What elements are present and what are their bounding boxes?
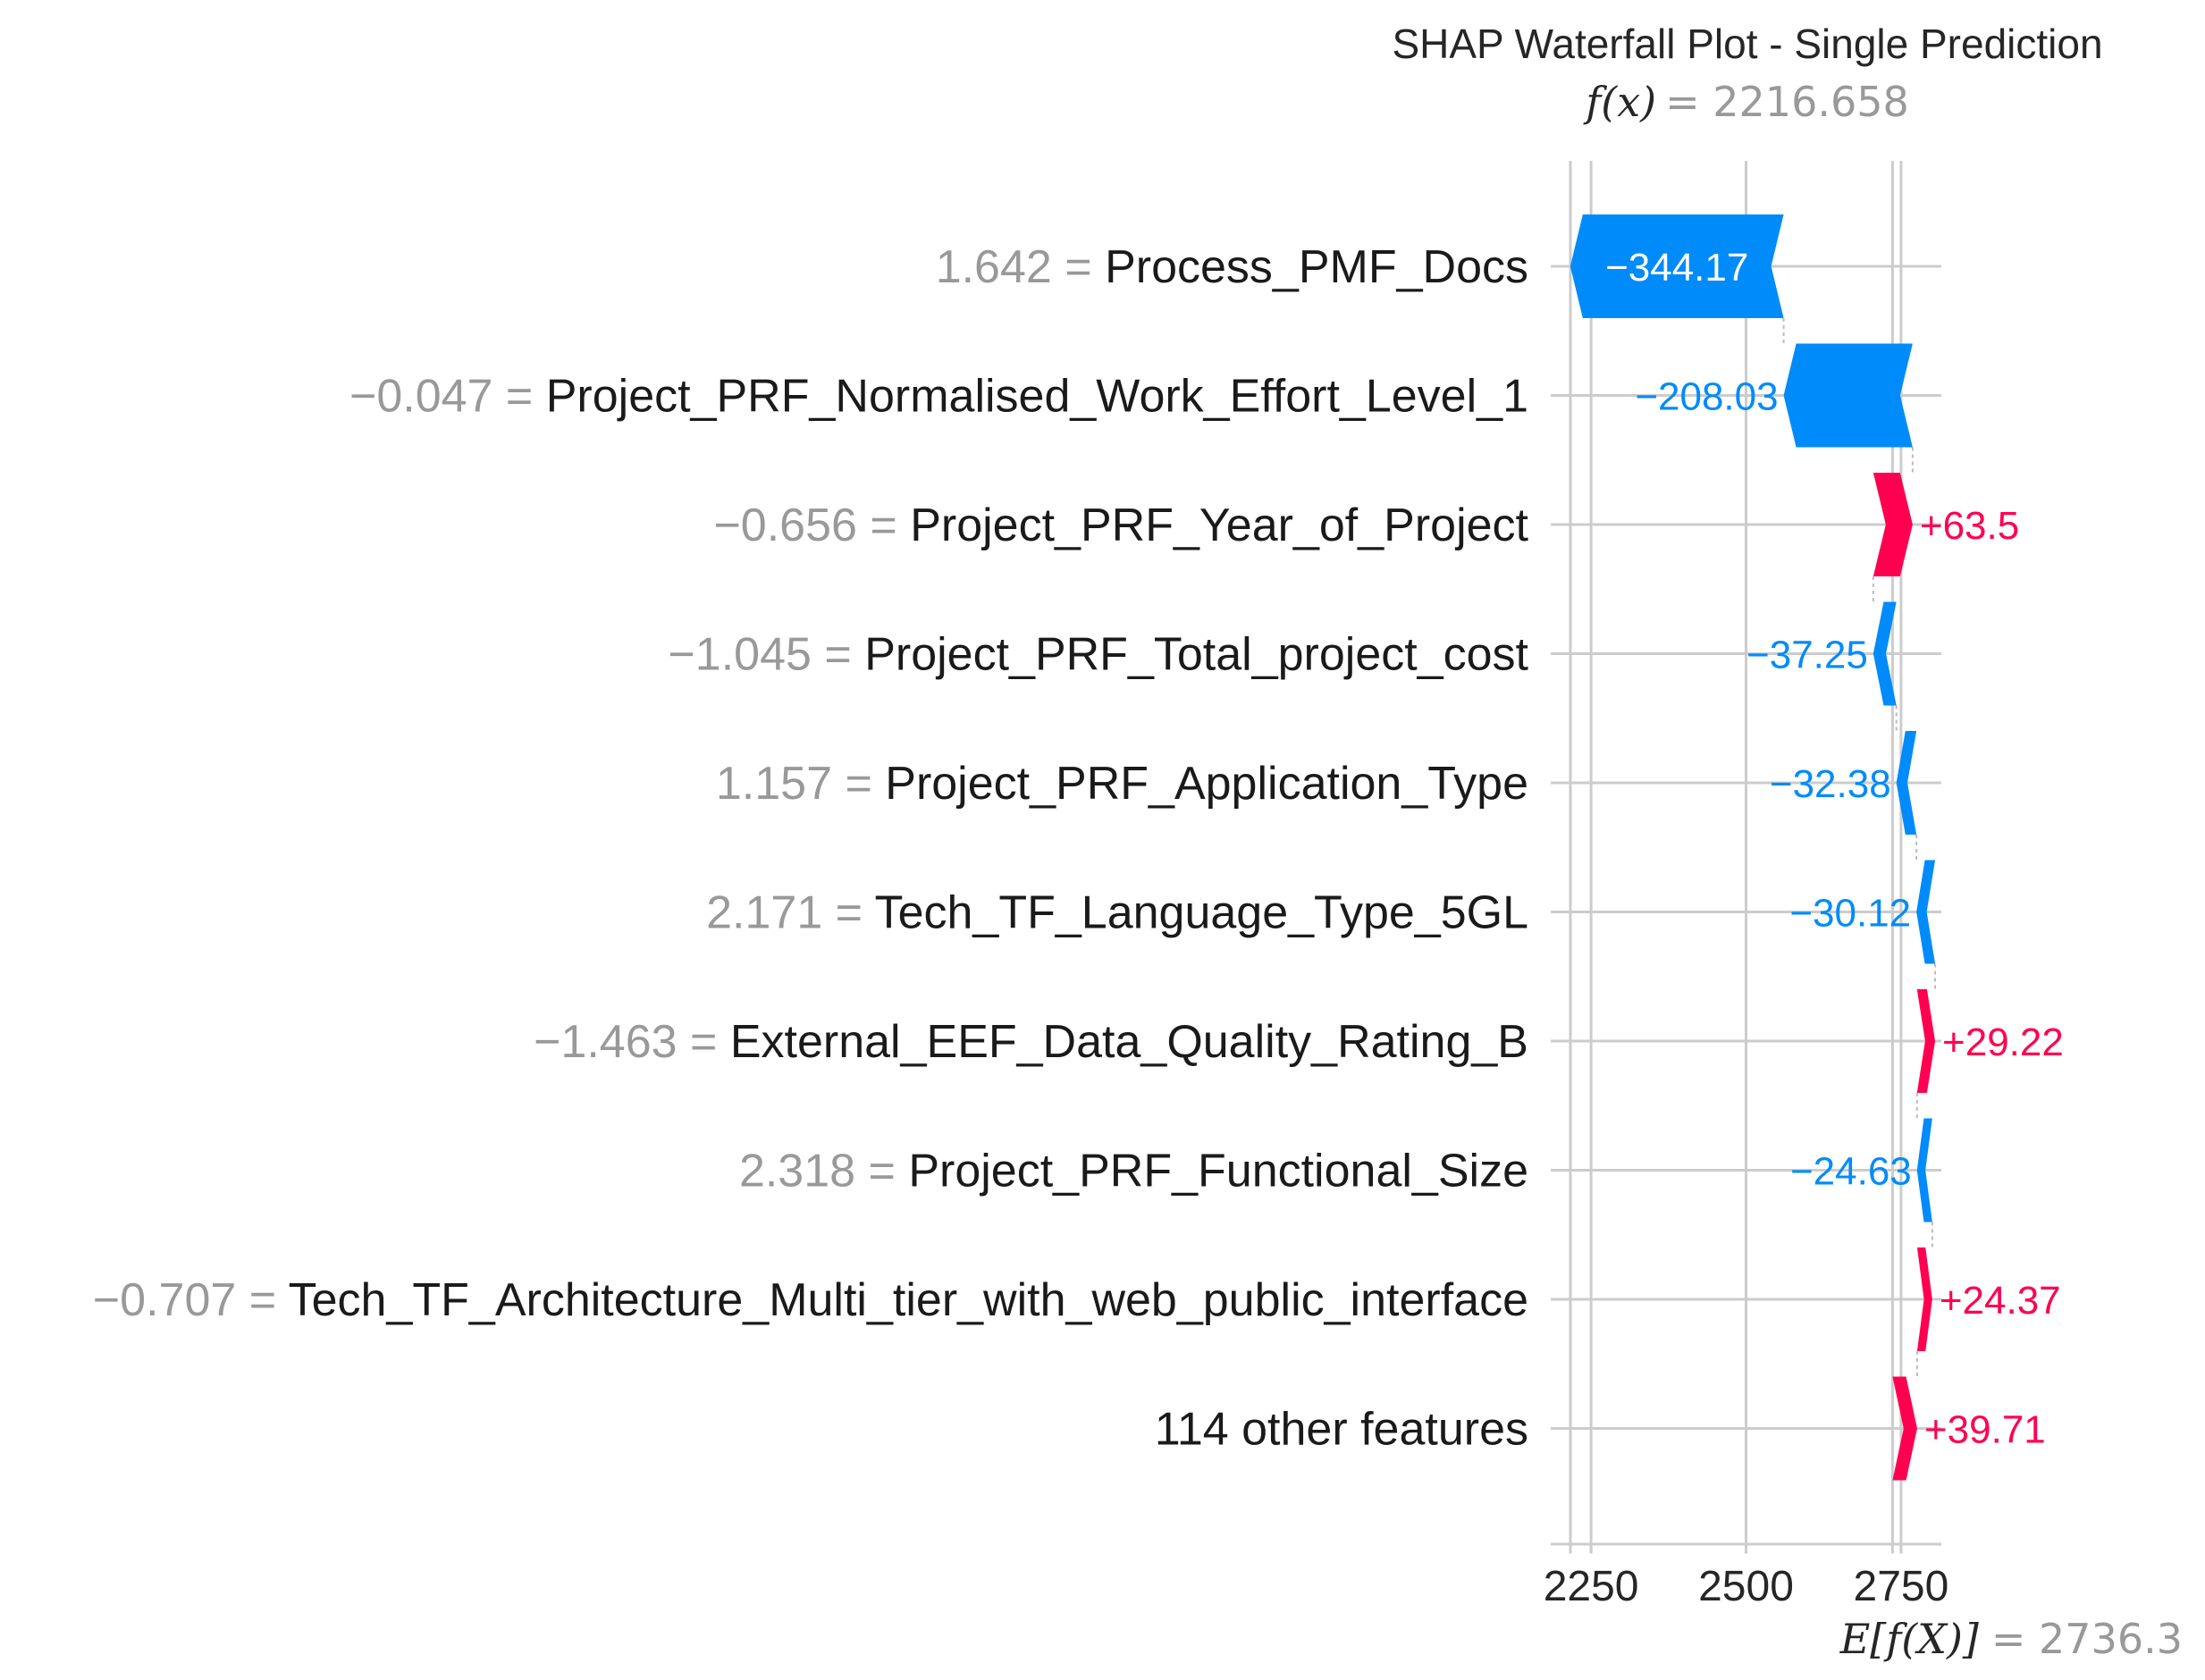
base-value: 2736.3 <box>2039 1615 2183 1663</box>
waterfall-bar <box>1916 1118 1932 1222</box>
feature-value: 2.318 = <box>739 1146 908 1197</box>
feature-name: External_EEF_Data_Quality_Rating_B <box>730 1016 1528 1068</box>
bars-group: −344.17 −208.03 +63.5 −37.25 −32.38 −30.12 +29… <box>1570 214 2064 1481</box>
feature-name: Project_PRF_Functional_Size <box>908 1146 1528 1197</box>
feature-name: Project_PRF_Normalised_Work_Effort_Level… <box>546 371 1528 423</box>
feature-value: −0.656 = <box>713 500 910 551</box>
feature-value: −1.463 = <box>534 1016 730 1068</box>
feature-labels-group: 1.642 = Process_PMF_Docs −0.047 = Project… <box>93 241 1529 1456</box>
base-value-annotation: E[f(X)] = 2736.3 <box>1839 1615 2183 1663</box>
bar-value-label: +29.22 <box>1942 1021 2064 1064</box>
waterfall-bar <box>1873 473 1913 576</box>
feature-label: 1.642 = Process_PMF_Docs <box>936 241 1528 293</box>
feature-name: Project_PRF_Total_project_cost <box>864 629 1528 681</box>
bar-value-label: −37.25 <box>1746 634 1868 677</box>
x-axis: 2250 2500 2750 <box>1544 1542 1949 1610</box>
bar-value-label: −208.03 <box>1635 375 1778 419</box>
bar-value-label: −344.17 <box>1605 246 1748 290</box>
x-tick-label: 2750 <box>1854 1563 1949 1610</box>
waterfall-bar <box>1896 731 1917 835</box>
bar-value-label: +39.71 <box>1924 1408 2046 1452</box>
bar-value-label: −32.38 <box>1770 762 1891 806</box>
feature-label: 114 other features <box>1155 1404 1528 1456</box>
waterfall-bar <box>1916 1247 1932 1351</box>
fx-value: 2216.658 <box>1713 78 1909 126</box>
feature-name: Process_PMF_Docs <box>1105 241 1528 293</box>
fx-annotation: f(x) = 2216.658 <box>1583 78 1909 126</box>
feature-name: Project_PRF_Application_Type <box>885 758 1528 810</box>
bar-value-label: +24.37 <box>1940 1279 2061 1323</box>
feature-name: Tech_TF_Language_Type_5GL <box>875 887 1528 939</box>
waterfall-bar <box>1892 1376 1917 1481</box>
bar-value-label: −30.12 <box>1789 892 1911 936</box>
x-tick-label: 2250 <box>1544 1563 1639 1610</box>
feature-value: −1.045 = <box>668 629 864 681</box>
waterfall-bar <box>1916 860 1936 964</box>
waterfall-bar <box>1570 214 1784 318</box>
feature-label: −1.045 = Project_PRF_Total_project_cost <box>668 629 1528 681</box>
waterfall-bar <box>1916 989 1936 1093</box>
feature-value: 1.157 = <box>716 758 885 810</box>
base-label: E[f(X)] <box>1839 1615 1979 1663</box>
feature-label: −1.463 = External_EEF_Data_Quality_Ratin… <box>534 1016 1528 1068</box>
fx-label: f(x) <box>1583 78 1656 126</box>
waterfall-bar <box>1873 601 1897 706</box>
feature-label: 1.157 = Project_PRF_Application_Type <box>716 758 1528 810</box>
feature-label: −0.047 = Project_PRF_Normalised_Work_Eff… <box>349 371 1528 423</box>
bar-value-label: −24.63 <box>1790 1150 1912 1194</box>
feature-label: −0.707 = Tech_TF_Architecture_Multi_tier… <box>93 1274 1528 1326</box>
feature-label: 2.318 = Project_PRF_Functional_Size <box>739 1146 1528 1197</box>
x-tick-label: 2500 <box>1698 1563 1794 1610</box>
bar-value-label: +63.5 <box>1920 504 2019 548</box>
chart-title: SHAP Waterfall Plot - Single Prediction <box>1392 21 2102 67</box>
feature-value: −0.047 = <box>349 371 546 423</box>
feature-name: 114 other features <box>1155 1404 1528 1456</box>
feature-value: 2.171 = <box>706 887 874 939</box>
waterfall-bar <box>1783 343 1913 448</box>
feature-label: 2.171 = Tech_TF_Language_Type_5GL <box>706 887 1528 939</box>
feature-name: Project_PRF_Year_of_Project <box>910 500 1528 551</box>
feature-value: −0.707 = <box>93 1274 289 1326</box>
feature-value: 1.642 = <box>936 241 1105 293</box>
feature-name: Tech_TF_Architecture_Multi_tier_with_web… <box>289 1274 1528 1326</box>
feature-label: −0.656 = Project_PRF_Year_of_Project <box>713 500 1528 551</box>
